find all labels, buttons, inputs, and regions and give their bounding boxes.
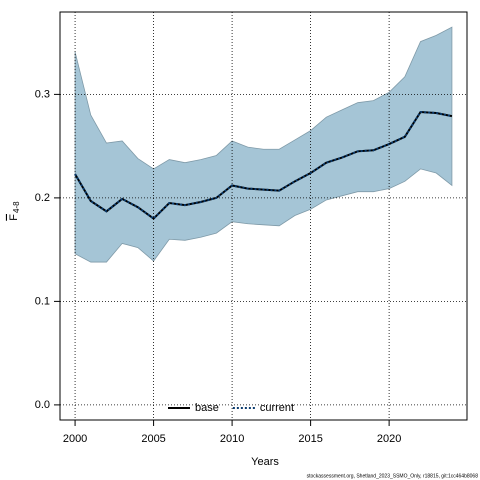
series-line xyxy=(74,110,453,220)
confidence-band xyxy=(74,26,453,263)
y-tick-label: 0.3 xyxy=(35,88,50,100)
x-tick-label: 2010 xyxy=(220,433,244,445)
y-axis-label-sub: 4-8 xyxy=(12,201,21,213)
y-axis-label: F xyxy=(8,214,20,221)
legend-label: base xyxy=(195,402,219,414)
plot-frame xyxy=(59,11,468,421)
y-tick-label: 0.0 xyxy=(35,399,50,411)
x-tick-label: 2000 xyxy=(63,433,87,445)
x-tick-label: 2020 xyxy=(377,433,401,445)
x-tick-label: 2015 xyxy=(298,433,322,445)
x-axis-label: Years xyxy=(251,456,279,468)
y-tick-label: 0.1 xyxy=(35,295,50,307)
y-axis-label-group: F 4-8 xyxy=(8,201,21,221)
x-tick-label: 2005 xyxy=(141,433,165,445)
y-tick-label: 0.2 xyxy=(35,192,50,204)
legend-label: current xyxy=(260,402,294,414)
footer: stockassessment.org, Shetland_2023_SSMO_… xyxy=(307,473,479,479)
